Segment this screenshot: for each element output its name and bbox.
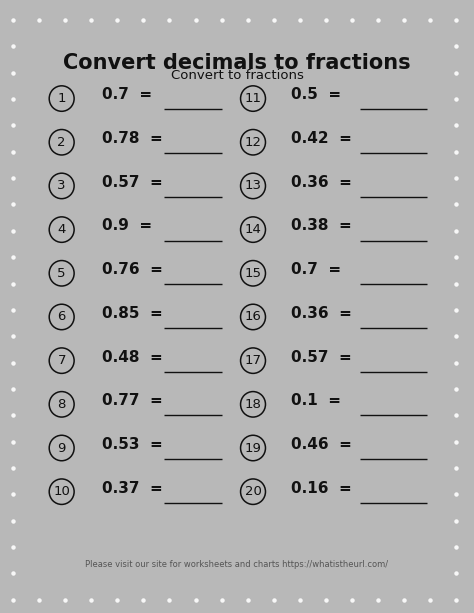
Text: 13: 13 — [245, 180, 262, 192]
Text: 3: 3 — [57, 180, 66, 192]
Text: 0.76  =: 0.76 = — [102, 262, 163, 277]
Text: 8: 8 — [57, 398, 66, 411]
Text: 0.42  =: 0.42 = — [292, 131, 352, 146]
Text: 0.16  =: 0.16 = — [292, 481, 352, 495]
Text: Convert to fractions: Convert to fractions — [171, 69, 303, 82]
Text: 9: 9 — [57, 441, 66, 454]
Text: 20: 20 — [245, 485, 262, 498]
Text: 16: 16 — [245, 310, 262, 324]
Text: 10: 10 — [53, 485, 70, 498]
Text: 11: 11 — [245, 92, 262, 105]
Text: 6: 6 — [57, 310, 66, 324]
Text: 0.37  =: 0.37 = — [102, 481, 163, 495]
Text: 0.78  =: 0.78 = — [102, 131, 163, 146]
Text: 12: 12 — [245, 135, 262, 149]
Text: 0.7  =: 0.7 = — [292, 262, 341, 277]
Text: 0.9  =: 0.9 = — [102, 218, 152, 234]
Text: 0.36  =: 0.36 = — [292, 306, 352, 321]
Text: 0.5  =: 0.5 = — [292, 88, 341, 102]
Text: 15: 15 — [245, 267, 262, 280]
Text: 5: 5 — [57, 267, 66, 280]
Text: 19: 19 — [245, 441, 262, 454]
Text: 7: 7 — [57, 354, 66, 367]
Text: 0.77  =: 0.77 = — [102, 393, 163, 408]
Text: 0.1  =: 0.1 = — [292, 393, 341, 408]
Text: Convert decimals to fractions: Convert decimals to fractions — [63, 53, 411, 73]
Text: 0.57  =: 0.57 = — [292, 349, 352, 365]
Text: 0.7  =: 0.7 = — [102, 88, 152, 102]
Text: 18: 18 — [245, 398, 262, 411]
Text: 17: 17 — [245, 354, 262, 367]
Text: 0.85  =: 0.85 = — [102, 306, 163, 321]
Text: 0.38  =: 0.38 = — [292, 218, 352, 234]
Text: Please visit our site for worksheets and charts https://whatistheurl.com/: Please visit our site for worksheets and… — [85, 560, 389, 569]
Text: 4: 4 — [57, 223, 66, 236]
Text: 1: 1 — [57, 92, 66, 105]
Text: 14: 14 — [245, 223, 262, 236]
Text: 0.57  =: 0.57 = — [102, 175, 163, 190]
Text: 0.36  =: 0.36 = — [292, 175, 352, 190]
Text: 0.53  =: 0.53 = — [102, 437, 163, 452]
Text: 2: 2 — [57, 135, 66, 149]
Text: 0.46  =: 0.46 = — [292, 437, 352, 452]
Text: 0.48  =: 0.48 = — [102, 349, 163, 365]
